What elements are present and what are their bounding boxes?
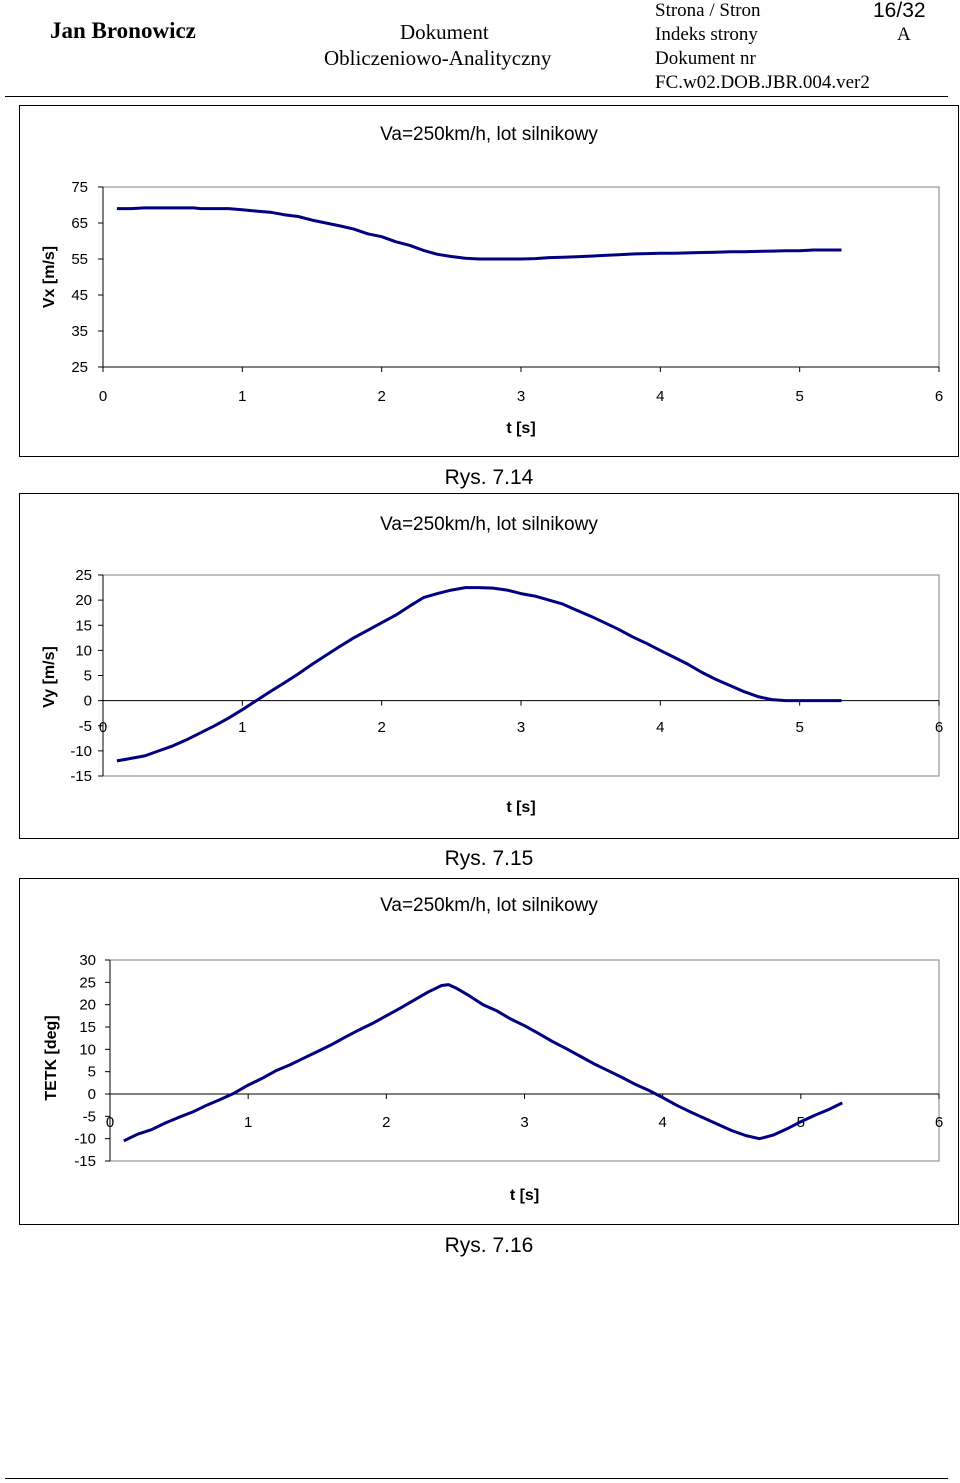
header-index-value: A xyxy=(897,24,911,45)
chart-vy: Va=250km/h, lot silnikowy2520151050-5-10… xyxy=(41,514,943,816)
header-docnr-value: FC.w02.DOB.JBR.004.ver2 xyxy=(655,72,870,93)
chart-frame-vy xyxy=(19,493,959,839)
x-tick-label: 2 xyxy=(377,388,385,405)
x-tick-label: 6 xyxy=(935,719,943,736)
y-axis-label: TETK [deg] xyxy=(43,1015,60,1100)
y-tick-label: 0 xyxy=(84,693,92,710)
y-tick-label: -5 xyxy=(79,718,92,735)
x-tick-label: 0 xyxy=(106,1114,114,1131)
y-tick-label: 20 xyxy=(79,997,96,1014)
x-tick-label: 5 xyxy=(795,719,803,736)
y-tick-label: 0 xyxy=(88,1086,96,1103)
footer-rule xyxy=(5,1478,948,1479)
caption-rys-7-14: Rys. 7.14 xyxy=(444,466,534,489)
y-tick-label: 55 xyxy=(71,251,88,268)
header-page-label: Strona / Stron xyxy=(655,0,761,21)
series-line xyxy=(116,206,842,261)
x-tick-label: 6 xyxy=(935,1114,943,1131)
x-tick-label: 4 xyxy=(656,388,664,405)
y-tick-label: 20 xyxy=(75,592,92,609)
header-author: Jan Bronowicz xyxy=(50,18,196,43)
y-tick-label: 15 xyxy=(75,617,92,634)
header-doc-title-line1: Dokument xyxy=(400,20,489,44)
y-tick-label: -5 xyxy=(83,1108,96,1125)
caption-rys-7-15: Rys. 7.15 xyxy=(444,847,534,870)
x-tick-label: 0 xyxy=(99,388,107,405)
x-tick-label: 3 xyxy=(520,1114,528,1131)
series-line xyxy=(116,586,842,763)
x-tick-label: 2 xyxy=(377,719,385,736)
x-tick-label: 6 xyxy=(935,388,943,405)
y-tick-label: 25 xyxy=(79,974,96,991)
header-doc-title-line2: Obliczeniowo-Analityczny xyxy=(324,46,552,70)
x-axis-label: t [s] xyxy=(506,420,535,437)
y-tick-label: 25 xyxy=(71,359,88,376)
chart-title: Va=250km/h, lot silnikowy xyxy=(380,124,598,145)
chart-tetk: Va=250km/h, lot silnikowy302520151050-5-… xyxy=(43,895,943,1204)
y-tick-label: 35 xyxy=(71,323,88,340)
y-tick-label: 15 xyxy=(79,1019,96,1036)
x-tick-label: 3 xyxy=(517,388,525,405)
y-tick-label: -10 xyxy=(70,743,92,760)
x-tick-label: 3 xyxy=(517,719,525,736)
x-tick-label: 4 xyxy=(656,719,664,736)
y-tick-label: -15 xyxy=(74,1153,96,1170)
chart-title: Va=250km/h, lot silnikowy xyxy=(380,895,598,916)
y-tick-label: 10 xyxy=(79,1041,96,1058)
chart-frame-vx xyxy=(19,105,959,457)
series-line xyxy=(123,983,843,1143)
x-tick-label: 0 xyxy=(99,719,107,736)
x-tick-label: 2 xyxy=(382,1114,390,1131)
caption-rys-7-16: Rys. 7.16 xyxy=(444,1234,534,1257)
x-tick-label: 1 xyxy=(238,719,246,736)
x-tick-label: 5 xyxy=(795,388,803,405)
x-tick-label: 1 xyxy=(238,388,246,405)
y-axis-label: Vy [m/s] xyxy=(41,646,58,708)
x-axis-label: t [s] xyxy=(506,799,535,816)
y-axis-label: Vx [m/s] xyxy=(41,246,58,308)
y-tick-label: -10 xyxy=(74,1131,96,1148)
x-axis-label: t [s] xyxy=(510,1187,539,1204)
header-page-value: 16/32 xyxy=(873,0,926,22)
header-index-label: Indeks strony xyxy=(655,24,758,45)
chart-title: Va=250km/h, lot silnikowy xyxy=(380,514,598,535)
chart-frame-tetk xyxy=(19,878,959,1225)
header-rule xyxy=(5,96,948,97)
y-tick-label: 25 xyxy=(75,567,92,584)
x-tick-label: 4 xyxy=(658,1114,666,1131)
y-tick-label: 10 xyxy=(75,642,92,659)
x-tick-label: 1 xyxy=(244,1114,252,1131)
y-tick-label: 65 xyxy=(71,215,88,232)
y-tick-label: 5 xyxy=(84,668,92,685)
header-docnr-label: Dokument nr xyxy=(655,48,756,69)
y-tick-label: 45 xyxy=(71,287,88,304)
y-tick-label: -15 xyxy=(70,768,92,785)
y-tick-label: 5 xyxy=(88,1064,96,1081)
y-tick-label: 30 xyxy=(79,952,96,969)
y-tick-label: 75 xyxy=(71,179,88,196)
